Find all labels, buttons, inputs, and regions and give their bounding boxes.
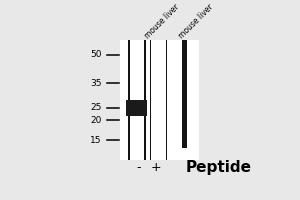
Bar [144,40,145,160]
Text: 25: 25 [90,103,101,112]
Text: 35: 35 [90,79,101,88]
Bar [128,40,130,160]
Text: 15: 15 [90,136,101,145]
Bar [166,40,167,160]
Text: +: + [151,161,161,174]
Bar [126,100,147,116]
Text: -: - [136,161,141,174]
Text: mouse liver: mouse liver [177,2,215,40]
Bar [120,40,199,160]
Bar [150,40,151,160]
Bar [151,40,166,160]
Text: 50: 50 [90,50,101,59]
Text: mouse liver: mouse liver [143,2,181,40]
Text: 20: 20 [90,116,101,125]
Bar [182,40,188,148]
Text: Peptide: Peptide [186,160,252,175]
Bar [130,40,144,160]
